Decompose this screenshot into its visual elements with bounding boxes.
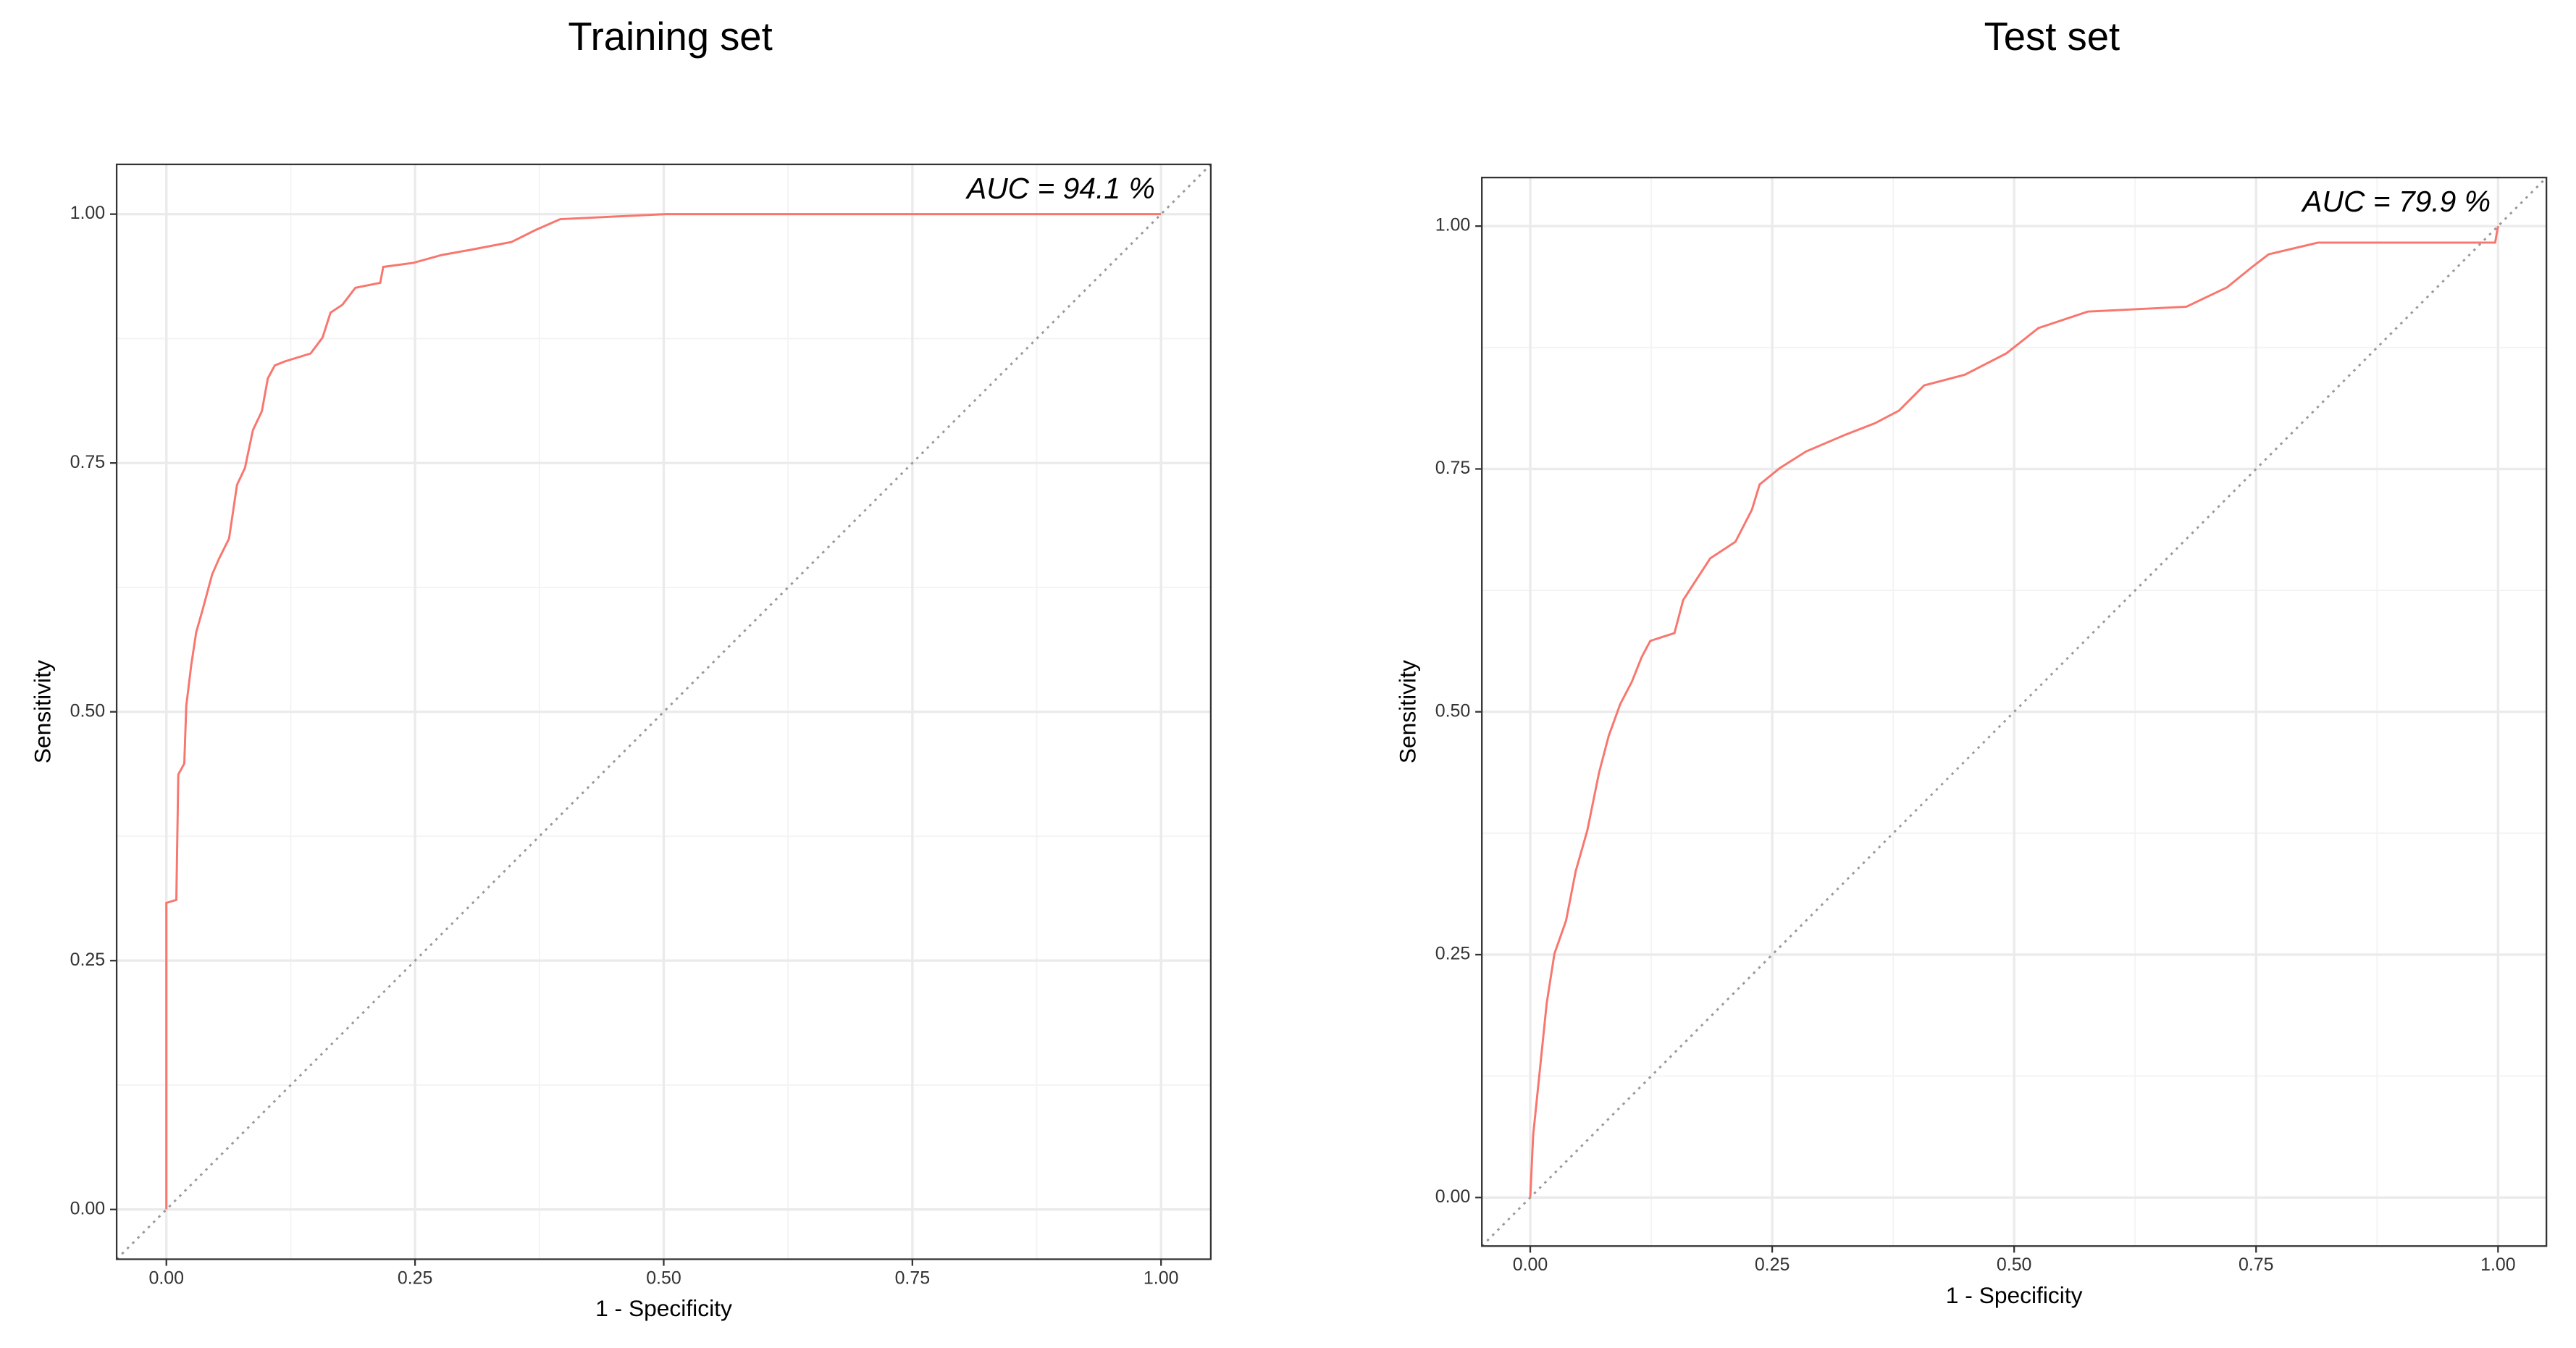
x-tick-label: 0.75 bbox=[895, 1268, 931, 1288]
y-tick-label: 0.75 bbox=[70, 452, 106, 472]
annotation: AUC = 94.1 % bbox=[965, 172, 1155, 205]
roc-curve bbox=[165, 213, 1162, 1210]
y-tick-label: 0.25 bbox=[70, 950, 106, 970]
x-tick-label: 0.75 bbox=[2239, 1255, 2274, 1275]
chart-title: Training set bbox=[568, 14, 772, 59]
x-tick-label: 1.00 bbox=[1144, 1268, 1179, 1288]
x-tick-label: 0.50 bbox=[646, 1268, 681, 1288]
y-tick-label: 0.00 bbox=[1435, 1186, 1471, 1207]
x-tick-label: 0.00 bbox=[148, 1268, 184, 1288]
plot-border bbox=[1481, 176, 2548, 1247]
x-tick-label: 0.00 bbox=[1513, 1255, 1548, 1275]
x-tick-label: 1.00 bbox=[2480, 1255, 2516, 1275]
roc-curve bbox=[1529, 225, 2499, 1198]
plot-border bbox=[115, 163, 1212, 1260]
chart-title: Test set bbox=[1984, 14, 2120, 59]
y-axis-label: Sensitivity bbox=[30, 660, 56, 763]
y-tick-label: 0.50 bbox=[70, 700, 106, 721]
y-tick-label: 0.75 bbox=[1435, 458, 1471, 478]
x-tick-label: 0.50 bbox=[1997, 1255, 2032, 1275]
y-tick-label: 0.25 bbox=[1435, 944, 1471, 964]
x-axis-label: 1 - Specificity bbox=[595, 1295, 732, 1321]
x-tick-label: 0.25 bbox=[398, 1268, 433, 1288]
x-axis-label: 1 - Specificity bbox=[1946, 1282, 2083, 1308]
y-tick-label: 1.00 bbox=[1435, 215, 1471, 235]
annotation: AUC = 79.9 % bbox=[2300, 185, 2491, 218]
x-tick-label: 0.25 bbox=[1755, 1255, 1790, 1275]
y-tick-label: 1.00 bbox=[70, 203, 106, 223]
y-tick-label: 0.00 bbox=[70, 1198, 106, 1218]
y-axis-label: Sensitivity bbox=[1395, 660, 1421, 763]
y-tick-label: 0.50 bbox=[1435, 700, 1471, 721]
